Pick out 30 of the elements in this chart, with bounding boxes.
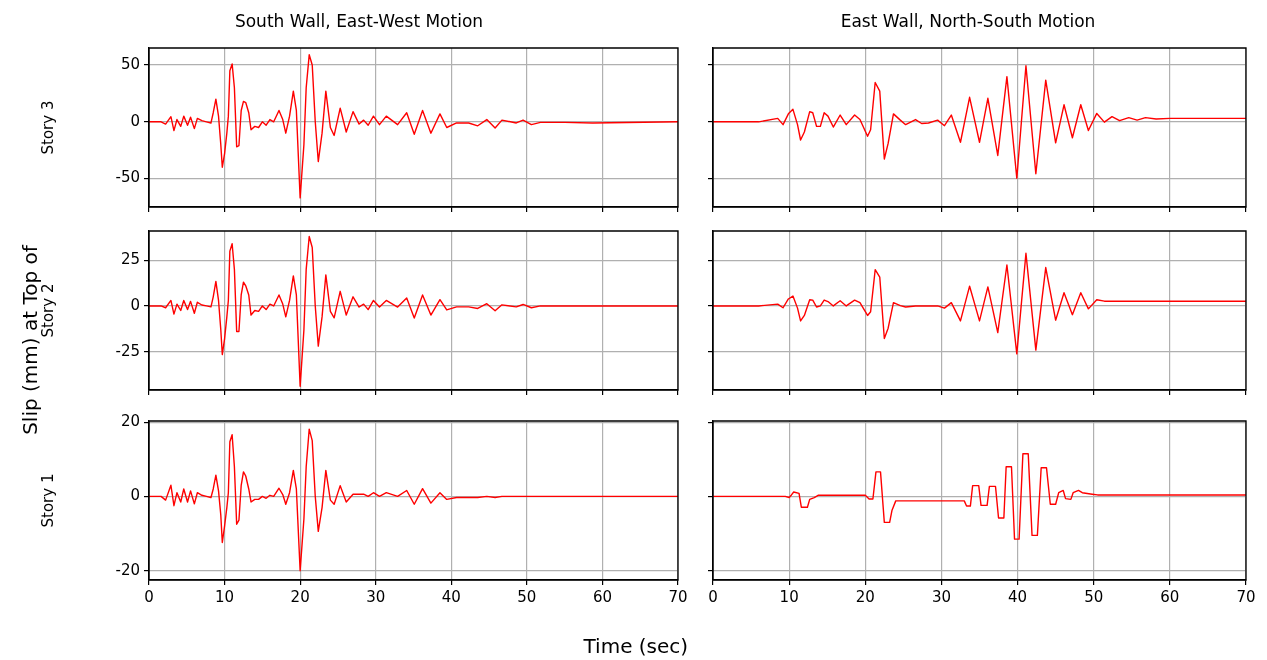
x-tick-label: 50 bbox=[1084, 587, 1104, 606]
y-tick-label: -25 bbox=[115, 341, 140, 360]
x-tick-label: 20 bbox=[290, 587, 310, 606]
y-tick-label: 50 bbox=[120, 54, 140, 73]
x-tick-label: 0 bbox=[144, 587, 154, 606]
x-tick-label: 40 bbox=[441, 587, 461, 606]
y-axis-title: Story 1 bbox=[38, 473, 57, 528]
x-tick-label: 40 bbox=[1008, 587, 1028, 606]
y-tick-label: 0 bbox=[130, 295, 140, 314]
x-tick-label: 20 bbox=[855, 587, 875, 606]
x-tick-label: 60 bbox=[1160, 587, 1180, 606]
x-tick-label: 10 bbox=[215, 587, 235, 606]
y-tick-label: -50 bbox=[115, 168, 140, 187]
x-tick-label: 70 bbox=[668, 587, 688, 606]
text: Time (sec) bbox=[583, 634, 689, 658]
x-tick-label: 10 bbox=[779, 587, 799, 606]
x-tick-label: 50 bbox=[517, 587, 537, 606]
y-tick-label: 0 bbox=[130, 111, 140, 130]
y-tick-label: 0 bbox=[130, 486, 140, 505]
chart-title: South Wall, East-West Motion bbox=[234, 10, 484, 31]
x-tick-label: 30 bbox=[931, 587, 951, 606]
y-tick-label: 25 bbox=[120, 250, 140, 269]
x-tick-label: 0 bbox=[708, 587, 718, 606]
x-tick-label: 30 bbox=[366, 587, 386, 606]
y-axis-title: Story 3 bbox=[38, 100, 57, 155]
x-tick-label: 60 bbox=[592, 587, 612, 606]
x-tick-label: 70 bbox=[1236, 587, 1256, 606]
y-tick-label: -20 bbox=[115, 560, 140, 579]
y-tick-label: 20 bbox=[120, 412, 140, 431]
chart-title: East Wall, North-South Motion bbox=[840, 10, 1096, 31]
